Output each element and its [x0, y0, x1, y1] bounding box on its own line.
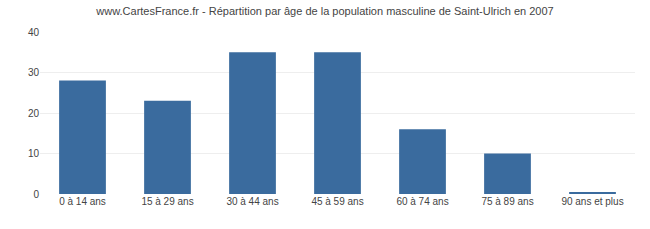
svg-text:45 à 59 ans: 45 à 59 ans — [311, 196, 363, 207]
svg-text:20: 20 — [28, 108, 40, 119]
svg-text:0: 0 — [33, 189, 39, 200]
svg-text:www.CartesFrance.fr - Répartit: www.CartesFrance.fr - Répartition par âg… — [95, 5, 553, 17]
svg-text:0 à 14 ans: 0 à 14 ans — [59, 196, 106, 207]
svg-text:90 ans et plus: 90 ans et plus — [561, 196, 623, 207]
svg-text:75 à 89 ans: 75 à 89 ans — [481, 196, 533, 207]
svg-text:40: 40 — [28, 27, 40, 38]
svg-text:60 à 74 ans: 60 à 74 ans — [396, 196, 448, 207]
svg-text:30 à 44 ans: 30 à 44 ans — [226, 196, 278, 207]
svg-text:10: 10 — [28, 148, 40, 159]
svg-text:15 à 29 ans: 15 à 29 ans — [141, 196, 193, 207]
svg-text:30: 30 — [28, 67, 40, 78]
